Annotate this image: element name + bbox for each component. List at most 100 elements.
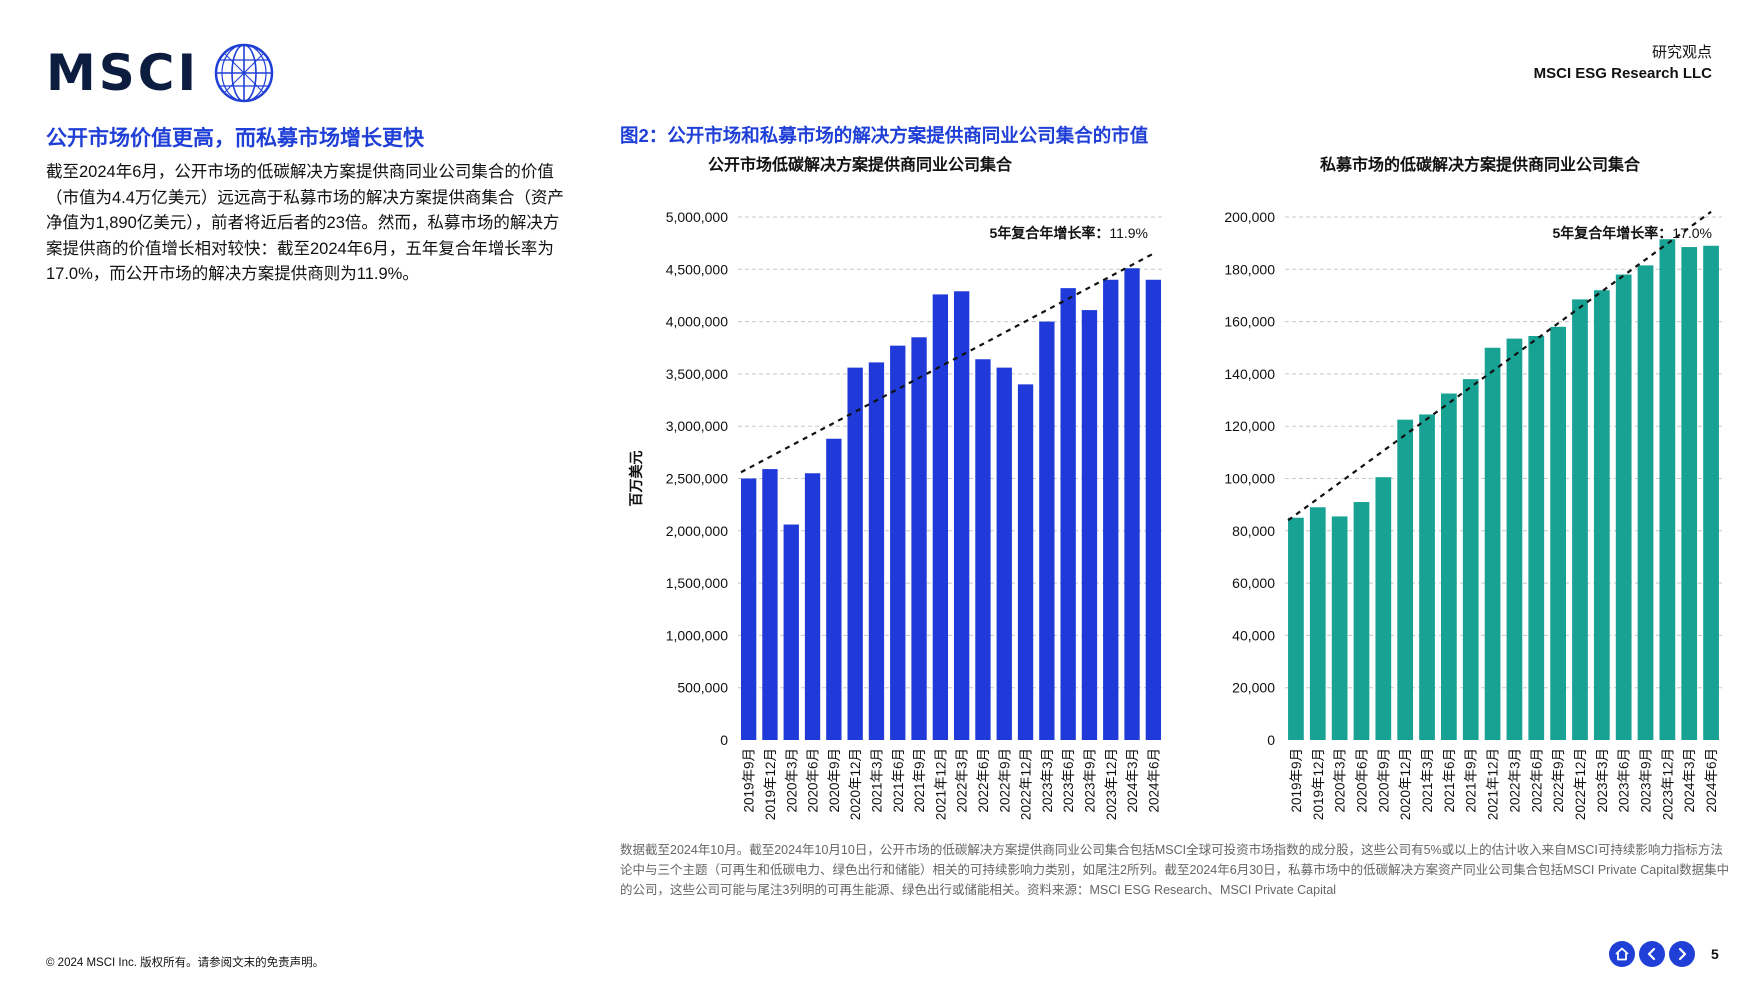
org-label: MSCI ESG Research LLC bbox=[1533, 65, 1712, 82]
bar bbox=[826, 438, 842, 740]
cagr-label: 5年复合年增长率： bbox=[1553, 225, 1673, 241]
bar bbox=[804, 473, 821, 740]
x-tick-label: 2019年9月 bbox=[1289, 748, 1304, 813]
x-tick-label: 2023年12月 bbox=[1104, 748, 1119, 820]
x-tick-label: 2021年6月 bbox=[891, 748, 906, 813]
x-tick-label: 2020年9月 bbox=[827, 748, 842, 813]
y-tick-label: 4,000,000 bbox=[666, 314, 728, 330]
x-tick-label: 2020年3月 bbox=[784, 748, 799, 813]
bar bbox=[1572, 299, 1588, 740]
bar bbox=[1397, 419, 1414, 740]
x-tick-label: 2020年6月 bbox=[806, 748, 821, 813]
chevron-right-icon bbox=[1678, 947, 1687, 961]
x-tick-label: 2022年12月 bbox=[1573, 748, 1588, 820]
x-tick-label: 2020年9月 bbox=[1376, 748, 1391, 813]
bar bbox=[783, 524, 799, 740]
x-tick-label: 2020年12月 bbox=[848, 748, 863, 820]
trend-line bbox=[1287, 210, 1712, 522]
x-tick-label: 2022年3月 bbox=[1507, 748, 1522, 813]
bar bbox=[1550, 326, 1566, 740]
y-tick-label: 40,000 bbox=[1232, 627, 1275, 643]
next-page-button[interactable] bbox=[1669, 941, 1695, 967]
x-tick-label: 2022年12月 bbox=[1019, 748, 1034, 820]
x-tick-label: 2024年6月 bbox=[1146, 748, 1161, 813]
bar bbox=[847, 367, 863, 740]
y-tick-label: 1,000,000 bbox=[666, 627, 728, 643]
bar bbox=[1506, 338, 1523, 740]
x-tick-label: 2019年12月 bbox=[763, 748, 778, 820]
x-tick-label: 2022年6月 bbox=[976, 748, 991, 813]
bar bbox=[1331, 516, 1348, 740]
y-tick-label: 200,000 bbox=[1224, 209, 1275, 225]
y-tick-label: 0 bbox=[720, 732, 728, 748]
bar bbox=[1081, 310, 1098, 740]
page-number: 5 bbox=[1711, 946, 1719, 962]
x-tick-label: 2021年12月 bbox=[1486, 748, 1501, 820]
x-tick-label: 2023年3月 bbox=[1040, 748, 1055, 813]
y-tick-label: 160,000 bbox=[1224, 314, 1275, 330]
bar bbox=[1375, 477, 1392, 740]
previous-page-button[interactable] bbox=[1639, 941, 1665, 967]
figure-footnote: 数据截至2024年10月。截至2024年10月10日，公开市场的低碳解决方案提供… bbox=[620, 843, 1730, 897]
copyright-notice: © 2024 MSCI Inc. 版权所有。请参阅文末的免责声明。 bbox=[46, 957, 325, 969]
x-tick-label: 2023年3月 bbox=[1595, 748, 1610, 813]
bar bbox=[1484, 347, 1501, 740]
x-tick-label: 2021年3月 bbox=[1420, 748, 1435, 813]
x-tick-label: 2022年6月 bbox=[1529, 748, 1544, 813]
y-tick-label: 2,000,000 bbox=[666, 523, 728, 539]
bar bbox=[975, 359, 991, 740]
figure-title: 图2：公开市场和私募市场的解决方案提供商同业公司集合的市值 bbox=[620, 125, 1149, 146]
bar bbox=[1593, 290, 1610, 740]
bar bbox=[1353, 502, 1370, 740]
y-tick-label: 4,500,000 bbox=[666, 261, 728, 277]
x-tick-label: 2024年3月 bbox=[1682, 748, 1697, 813]
x-tick-label: 2022年9月 bbox=[997, 748, 1012, 813]
y-axis-label: 百万美元 bbox=[628, 451, 644, 507]
y-tick-label: 80,000 bbox=[1232, 523, 1275, 539]
y-tick-label: 120,000 bbox=[1224, 418, 1275, 434]
bar bbox=[1060, 288, 1076, 740]
msci-logo: MSCI bbox=[46, 42, 275, 104]
bar bbox=[1528, 335, 1545, 740]
chevron-left-icon bbox=[1647, 947, 1656, 961]
cagr-value: 17.0% bbox=[1672, 225, 1712, 241]
bar bbox=[890, 345, 906, 740]
chart-1: 公开市场低碳解决方案提供商同业公司集合 0 500,000 1,000,000 1,50… bbox=[628, 155, 1164, 820]
y-tick-label: 100,000 bbox=[1224, 471, 1275, 487]
bar bbox=[1288, 517, 1304, 740]
x-tick-label: 2022年9月 bbox=[1551, 748, 1566, 813]
y-tick-label: 5,000,000 bbox=[666, 209, 728, 225]
bar bbox=[1039, 321, 1055, 740]
bar bbox=[1124, 268, 1140, 740]
x-tick-label: 2021年3月 bbox=[869, 748, 884, 813]
y-tick-label: 20,000 bbox=[1232, 680, 1275, 696]
bar bbox=[740, 478, 757, 740]
trend-line bbox=[740, 252, 1154, 474]
cagr-annotation: 5年复合年增长率：17.0% bbox=[1553, 225, 1713, 241]
y-tick-label: 140,000 bbox=[1224, 366, 1275, 382]
x-tick-label: 2023年12月 bbox=[1660, 748, 1675, 820]
bar bbox=[868, 362, 885, 740]
bar bbox=[762, 469, 778, 740]
x-tick-label: 2023年6月 bbox=[1617, 748, 1632, 813]
section-heading: 公开市场价值更高，而私募市场增长更快 bbox=[46, 127, 424, 150]
page-navigation: 5 bbox=[1609, 941, 1719, 967]
x-tick-label: 2023年6月 bbox=[1061, 748, 1076, 813]
x-tick-label: 2022年3月 bbox=[955, 748, 970, 813]
bar bbox=[1441, 393, 1457, 740]
x-tick-label: 2023年9月 bbox=[1082, 748, 1097, 813]
y-tick-label: 500,000 bbox=[677, 680, 728, 696]
chart-title: 公开市场低碳解决方案提供商同业公司集合 bbox=[708, 155, 1013, 174]
cagr-label: 5年复合年增长率： bbox=[990, 225, 1110, 241]
x-tick-label: 2021年12月 bbox=[933, 748, 948, 820]
header-right: 研究观点 MSCI ESG Research LLC bbox=[1534, 42, 1712, 84]
x-tick-label: 2023年9月 bbox=[1639, 748, 1654, 813]
bar bbox=[1637, 265, 1654, 740]
bar bbox=[1462, 379, 1479, 740]
y-tick-label: 3,500,000 bbox=[666, 366, 728, 382]
bar bbox=[1145, 279, 1162, 740]
bar bbox=[1419, 414, 1435, 740]
home-button[interactable] bbox=[1609, 941, 1635, 967]
y-tick-label: 60,000 bbox=[1232, 575, 1275, 591]
